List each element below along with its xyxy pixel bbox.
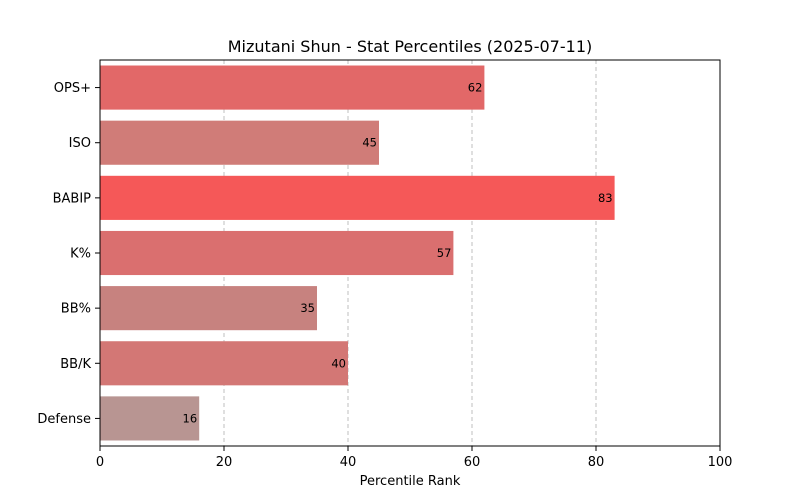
chart-title: Mizutani Shun - Stat Percentiles (2025-0… bbox=[228, 37, 592, 56]
y-tick-label: K% bbox=[70, 247, 91, 262]
y-tick-label: BB% bbox=[61, 302, 91, 317]
y-tick-label: BB/K bbox=[60, 357, 91, 372]
y-tick-label: BABIP bbox=[53, 191, 92, 206]
x-tick-label: 40 bbox=[340, 455, 357, 470]
y-tick-label: Defense bbox=[37, 412, 91, 427]
x-tick-label: 60 bbox=[464, 455, 481, 470]
x-tick-label: 100 bbox=[708, 455, 733, 470]
bar-value-label: 57 bbox=[437, 246, 452, 260]
bar-value-label: 35 bbox=[300, 301, 315, 315]
bars bbox=[100, 65, 615, 441]
bar bbox=[100, 341, 348, 386]
bar bbox=[100, 65, 485, 110]
x-tick-label: 0 bbox=[96, 455, 104, 470]
bar bbox=[100, 175, 615, 220]
bar-value-label: 40 bbox=[331, 356, 346, 370]
bar bbox=[100, 120, 379, 165]
y-tick-label: OPS+ bbox=[54, 81, 91, 96]
y-axis-ticks: OPS+ ISO BABIP K% BB% BB/K Defense bbox=[37, 81, 100, 427]
bar-value-label: 16 bbox=[183, 411, 198, 425]
data-labels: 62 45 83 57 35 40 16 bbox=[183, 81, 613, 426]
x-tick-label: 20 bbox=[216, 455, 233, 470]
x-axis-label: Percentile Rank bbox=[360, 474, 461, 489]
bar-value-label: 62 bbox=[468, 81, 483, 95]
bar-value-label: 83 bbox=[598, 191, 613, 205]
bar bbox=[100, 396, 200, 441]
bar-value-label: 45 bbox=[362, 136, 377, 150]
x-tick-label: 80 bbox=[588, 455, 605, 470]
y-tick-label: ISO bbox=[69, 136, 91, 151]
x-axis-ticks: 0 20 40 60 80 100 bbox=[96, 446, 733, 470]
bar bbox=[100, 230, 454, 276]
bar bbox=[100, 286, 317, 331]
